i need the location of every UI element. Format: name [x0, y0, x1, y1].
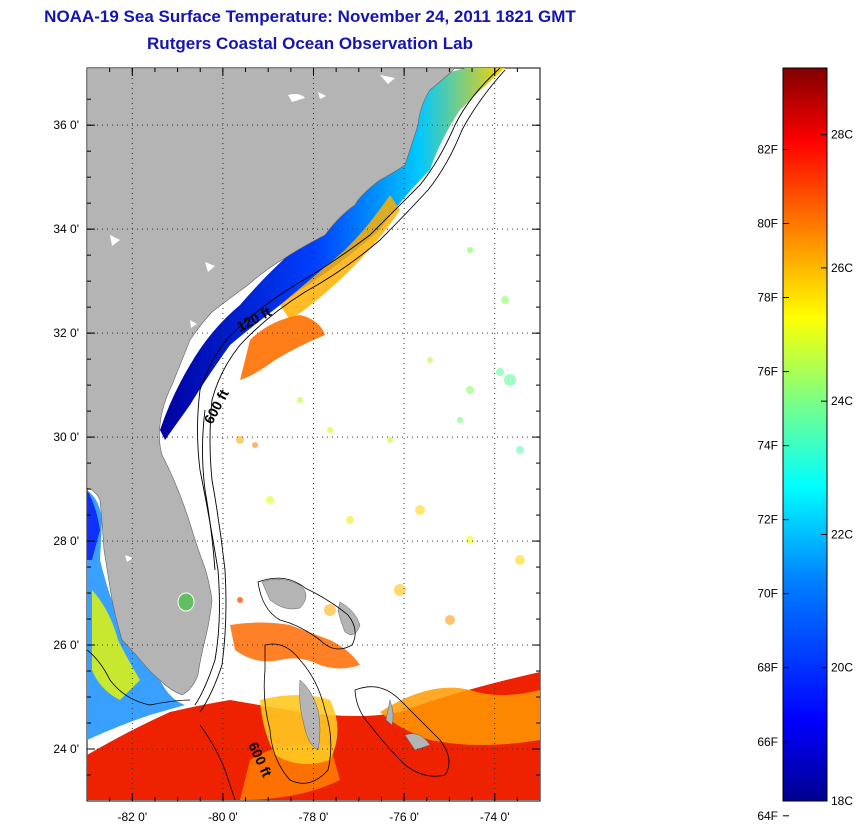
- sst-scatter: [236, 247, 525, 625]
- lat-tick-label: 32 0': [53, 326, 79, 340]
- colorbar-c-label: 26C: [831, 261, 853, 275]
- colorbar-f-label: 64F: [757, 809, 778, 823]
- colorbar-c-label: 18C: [831, 794, 853, 808]
- graticule: [87, 68, 540, 801]
- colorbar-c-label: 24C: [831, 394, 853, 408]
- sst-patch-gulf-yellow: [92, 590, 140, 700]
- map-subtitle: Rutgers Coastal Ocean Observation Lab: [147, 34, 473, 53]
- colorbar-c-label: 20C: [831, 661, 853, 675]
- lon-tick-label: -74 0': [480, 810, 510, 824]
- colorbar-f-label: 78F: [757, 291, 778, 305]
- colorbar-f-label: 80F: [757, 216, 778, 230]
- lon-tick-label: -82 0': [117, 810, 147, 824]
- sst-patch-bahamas: [230, 622, 360, 669]
- sst-patch-shelf-cold: [160, 68, 505, 440]
- colorbar-c-label: 28C: [831, 128, 853, 142]
- colorbar-f-label: 74F: [757, 439, 778, 453]
- lake-okeechobee: [177, 592, 195, 612]
- sst-patch-gulfstream-edge: [240, 315, 325, 380]
- colorbar-f-label: 70F: [757, 587, 778, 601]
- lat-tick-label: 34 0': [53, 222, 79, 236]
- lon-tick-label: -80 0': [208, 810, 238, 824]
- land-us-southeast: [87, 68, 456, 696]
- lat-tick-label: 30 0': [53, 430, 79, 444]
- lon-tick-label: -78 0': [299, 810, 329, 824]
- map-axes: 36 0' 34 0' 32 0' 30 0' 28 0' 26 0' 24 0' -82 0…: [53, 68, 540, 824]
- colorbar: [782, 67, 828, 802]
- bathymetry-contours: [194, 68, 506, 713]
- colorbar-f-label: 82F: [757, 142, 778, 156]
- colorbar-f-label: 68F: [757, 661, 778, 675]
- lat-tick-label: 36 0': [53, 118, 79, 132]
- sst-patch-gulf-deep: [87, 490, 100, 560]
- sst-patch-warm-east: [380, 687, 540, 745]
- colorbar-f-label: 72F: [757, 513, 778, 527]
- colorbar-f-label: 76F: [757, 365, 778, 379]
- colorbar-c-label: 22C: [831, 527, 853, 541]
- lon-tick-label: -76 0': [389, 810, 419, 824]
- lat-tick-label: 24 0': [53, 742, 79, 756]
- colorbar-f-label: 66F: [757, 735, 778, 749]
- land-water-bodies: [110, 75, 395, 562]
- lat-tick-label: 28 0': [53, 534, 79, 548]
- lat-tick-label: 26 0': [53, 638, 79, 652]
- colorbar-ticks: 82F 80F 78F 76F 74F 72F 70F 68F 66F 64F 28C 26C 24C 2…: [757, 128, 853, 823]
- map-title: NOAA-19 Sea Surface Temperature: Novembe…: [44, 7, 576, 26]
